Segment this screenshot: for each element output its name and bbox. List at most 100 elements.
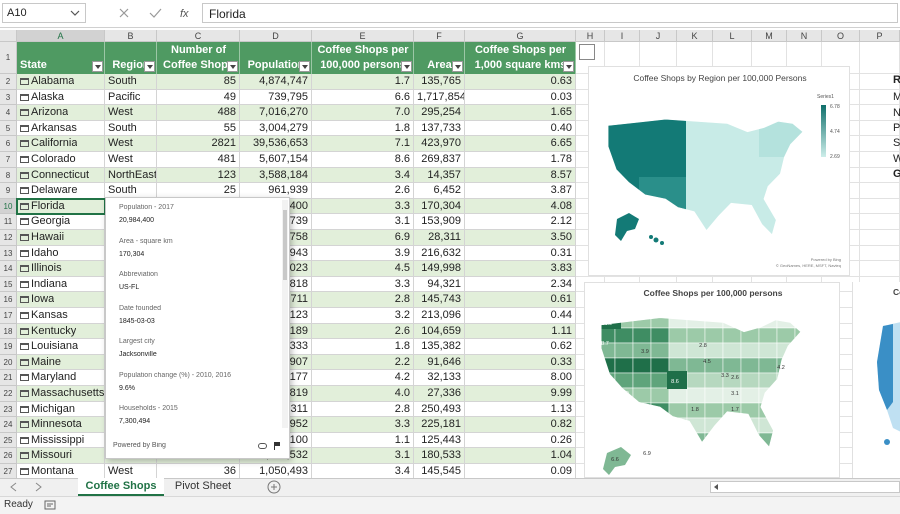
table-cell[interactable]: Alaska <box>17 89 105 106</box>
table-header[interactable]: Area <box>414 42 465 74</box>
table-cell[interactable]: Iowa <box>17 292 105 308</box>
column-header[interactable]: N <box>787 30 822 42</box>
table-cell[interactable]: West <box>105 105 157 121</box>
filter-button[interactable] <box>144 61 155 72</box>
table-cell[interactable]: 1.13 <box>465 401 576 418</box>
table-cell[interactable]: Maryland <box>17 370 105 386</box>
table-cell[interactable]: 1.8 <box>312 339 414 355</box>
column-header[interactable]: K <box>677 30 713 42</box>
row-header[interactable]: 20 <box>0 354 17 371</box>
table-cell[interactable]: Florida <box>17 198 105 215</box>
row-header[interactable]: 4 <box>0 105 17 121</box>
row-header[interactable]: 22 <box>0 386 17 402</box>
row-header[interactable]: 3 <box>0 89 17 106</box>
table-cell[interactable]: 0.61 <box>465 292 576 308</box>
table-cell[interactable]: 488 <box>157 105 240 121</box>
row-header[interactable]: 1 <box>0 42 17 74</box>
table-cell[interactable]: Maine <box>17 354 105 371</box>
table-cell[interactable]: 2821 <box>157 136 240 152</box>
table-cell[interactable]: 2.12 <box>465 214 576 230</box>
table-cell[interactable]: West <box>105 136 157 152</box>
table-cell[interactable]: 3.50 <box>465 230 576 246</box>
table-cell[interactable]: 7.1 <box>312 136 414 152</box>
table-cell[interactable]: 1.8 <box>312 120 414 137</box>
table-cell[interactable]: 32,133 <box>414 370 465 386</box>
table-cell[interactable]: Louisiana <box>17 339 105 355</box>
table-cell[interactable]: Indiana <box>17 276 105 293</box>
column-header[interactable]: I <box>605 30 640 42</box>
table-cell[interactable]: 7,016,270 <box>240 105 312 121</box>
row-header[interactable]: 8 <box>0 167 17 184</box>
chart-partial[interactable]: Co <box>852 282 900 478</box>
filter-button[interactable] <box>299 61 310 72</box>
row-header[interactable]: 10 <box>0 198 17 215</box>
table-cell[interactable]: 1.7 <box>312 74 414 90</box>
row-header[interactable]: 14 <box>0 261 17 277</box>
table-cell[interactable]: 55 <box>157 120 240 137</box>
table-cell[interactable]: 0.26 <box>465 432 576 449</box>
table-cell[interactable]: Kansas <box>17 308 105 324</box>
table-cell[interactable]: 0.33 <box>465 354 576 371</box>
row-header[interactable]: 26 <box>0 448 17 464</box>
table-cell[interactable]: 225,181 <box>414 417 465 433</box>
table-cell[interactable]: 739,795 <box>240 89 312 106</box>
formula-input[interactable]: Florida <box>202 3 898 23</box>
table-cell[interactable]: Michigan <box>17 401 105 418</box>
table-cell[interactable]: 0.63 <box>465 74 576 90</box>
column-header[interactable]: C <box>157 30 240 42</box>
table-cell[interactable]: 4.5 <box>312 261 414 277</box>
table-cell[interactable]: 145,743 <box>414 292 465 308</box>
table-cell[interactable]: 2.8 <box>312 401 414 418</box>
table-cell[interactable]: 2.2 <box>312 354 414 371</box>
table-header[interactable]: Population <box>240 42 312 74</box>
table-cell[interactable]: 8.57 <box>465 167 576 184</box>
table-cell[interactable]: 4.08 <box>465 198 576 215</box>
row-header[interactable]: 6 <box>0 136 17 152</box>
table-cell[interactable]: 2.34 <box>465 276 576 293</box>
add-sheet-button[interactable] <box>266 480 282 494</box>
table-cell[interactable]: Colorado <box>17 152 105 168</box>
table-cell[interactable]: 170,304 <box>414 198 465 215</box>
chart-region-map[interactable]: Coffee Shops by Region per 100,000 Perso… <box>588 66 850 276</box>
table-cell[interactable]: 1.78 <box>465 152 576 168</box>
macro-icon[interactable] <box>44 500 56 510</box>
column-header[interactable]: M <box>752 30 787 42</box>
table-cell[interactable]: 0.44 <box>465 308 576 324</box>
table-header[interactable]: Coffee Shops per 100,000 persons <box>312 42 414 74</box>
table-cell[interactable]: South <box>105 183 157 199</box>
table-header[interactable]: Number of Coffee Shops <box>157 42 240 74</box>
sheet-tab-active[interactable]: Coffee Shops <box>78 478 164 496</box>
table-cell[interactable]: 3.87 <box>465 183 576 199</box>
table-cell[interactable]: 137,733 <box>414 120 465 137</box>
table-cell[interactable]: 213,096 <box>414 308 465 324</box>
table-cell[interactable]: South <box>105 74 157 90</box>
table-cell[interactable]: 4,874,747 <box>240 74 312 90</box>
table-cell[interactable]: Kentucky <box>17 323 105 340</box>
table-cell[interactable]: 6.6 <box>312 89 414 106</box>
table-cell[interactable]: 2.6 <box>312 323 414 340</box>
table-cell[interactable]: 1.65 <box>465 105 576 121</box>
table-cell[interactable]: West <box>105 464 157 480</box>
table-cell[interactable]: 0.82 <box>465 417 576 433</box>
name-box[interactable]: A10 <box>2 3 86 23</box>
table-cell[interactable]: 1.11 <box>465 323 576 340</box>
table-cell[interactable]: 135,382 <box>414 339 465 355</box>
row-header[interactable]: 9 <box>0 183 17 199</box>
table-cell[interactable]: Mississippi <box>17 432 105 449</box>
column-header[interactable]: H <box>576 30 605 42</box>
table-cell[interactable]: 3.3 <box>312 417 414 433</box>
table-cell[interactable]: 135,765 <box>414 74 465 90</box>
table-cell[interactable]: 3.3 <box>312 198 414 215</box>
table-cell[interactable]: 0.03 <box>465 89 576 106</box>
quick-analysis-button[interactable] <box>579 44 595 60</box>
table-cell[interactable]: 6,452 <box>414 183 465 199</box>
table-cell[interactable]: 9.99 <box>465 386 576 402</box>
table-cell[interactable]: 28,311 <box>414 230 465 246</box>
row-header[interactable]: 17 <box>0 308 17 324</box>
column-header[interactable]: P <box>860 30 900 42</box>
column-header[interactable]: J <box>640 30 677 42</box>
filter-button[interactable] <box>563 61 574 72</box>
table-cell[interactable]: Pacific <box>105 89 157 106</box>
table-cell[interactable]: Alabama <box>17 74 105 90</box>
table-cell[interactable]: 123 <box>157 167 240 184</box>
